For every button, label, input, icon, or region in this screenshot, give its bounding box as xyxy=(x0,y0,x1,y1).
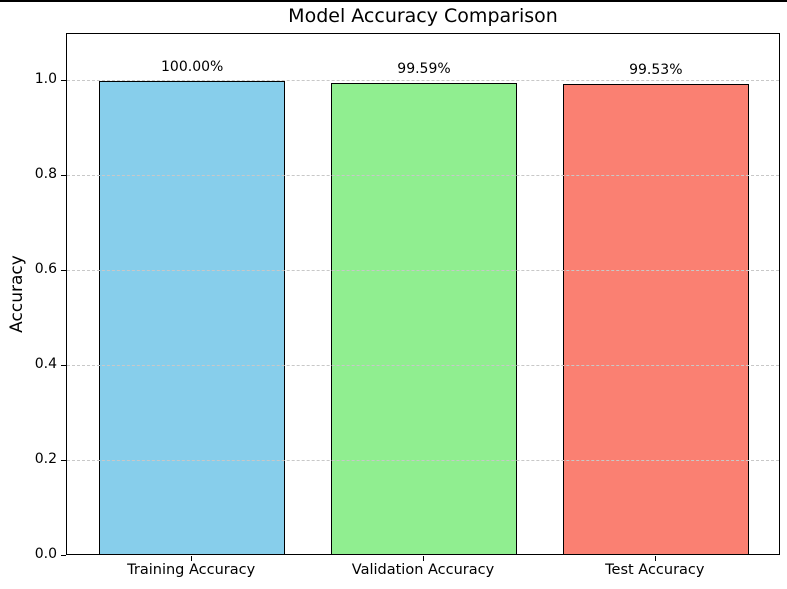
y-tick-mark xyxy=(61,174,66,176)
bar-test-accuracy xyxy=(563,83,749,554)
x-tick-mark xyxy=(654,556,656,561)
x-tick-mark xyxy=(423,556,424,561)
gridline-0.8 xyxy=(67,175,779,177)
bar-value-label-validation-accuracy: 99.59% xyxy=(397,61,451,78)
y-tick-mark xyxy=(61,269,66,271)
bar-training-accuracy xyxy=(99,81,285,554)
x-tick-label-validation-accuracy: Validation Accuracy xyxy=(351,562,495,578)
y-tick-label: 1.0 xyxy=(34,71,57,88)
gridline-1.0 xyxy=(67,80,779,82)
y-tick-label: 0.6 xyxy=(34,261,57,278)
plot-area: 100.00% 99.59% 99.53% xyxy=(66,33,780,555)
y-tick-label: 0.8 xyxy=(34,166,57,183)
y-tick-mark xyxy=(61,79,66,81)
x-tick-label-training-accuracy: Training Accuracy xyxy=(127,562,256,578)
bar-value-label-training-accuracy: 100.00% xyxy=(161,59,224,76)
bar-value-label-test-accuracy: 99.53% xyxy=(629,61,683,78)
window-top-border xyxy=(0,0,787,2)
y-tick-label: 0.4 xyxy=(34,356,57,373)
y-tick-label: 0.0 xyxy=(34,546,57,562)
y-tick-mark xyxy=(61,554,66,556)
chart-title: Model Accuracy Comparison xyxy=(288,5,558,27)
x-tick-mark xyxy=(191,556,193,561)
gridline-0.4 xyxy=(67,365,779,367)
y-tick-mark xyxy=(61,459,66,461)
gridline-0.2 xyxy=(67,460,779,462)
y-tick-label: 0.2 xyxy=(34,451,57,468)
gridline-0.6 xyxy=(67,270,779,272)
bar-validation-accuracy xyxy=(331,83,517,554)
y-tick-mark xyxy=(61,364,66,366)
x-tick-label-test-accuracy: Test Accuracy xyxy=(605,562,705,578)
